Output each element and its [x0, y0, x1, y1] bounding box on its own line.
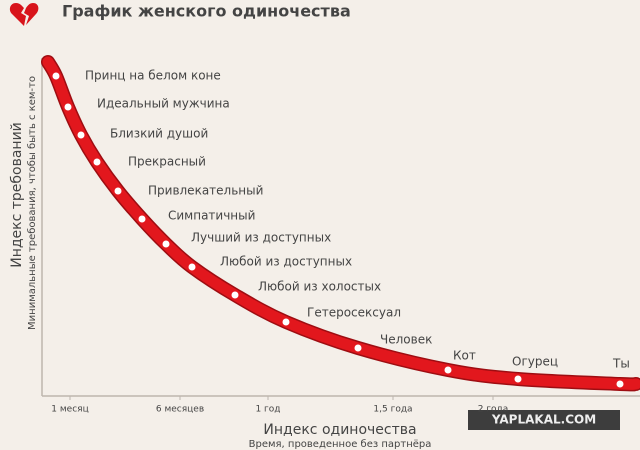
point-marker	[114, 187, 122, 195]
x-axis-title: Индекс одиночества	[263, 422, 416, 438]
point-label: Ты	[612, 357, 630, 371]
point-marker	[138, 215, 146, 223]
point-label: Человек	[380, 333, 432, 347]
point-label: Кот	[453, 349, 476, 363]
y-axis-title: Индекс требований	[9, 122, 25, 268]
point-label: Близкий душой	[110, 127, 208, 141]
point-label: Идеальный мужчина	[97, 97, 230, 111]
point-label: Симпатичный	[168, 209, 255, 223]
point-marker	[282, 318, 290, 326]
point-label: Любой из доступных	[220, 255, 352, 269]
x-tick-label: 2 года	[478, 405, 509, 415]
point-marker	[354, 344, 362, 352]
title: График женского одиночества	[62, 2, 351, 21]
point-marker	[77, 131, 85, 139]
point-label: Привлекательный	[148, 184, 263, 198]
point-label: Огурец	[512, 355, 558, 369]
point-marker	[514, 375, 522, 383]
point-marker	[52, 72, 60, 80]
point-marker	[64, 103, 72, 111]
point-marker	[188, 263, 196, 271]
x-tick-label: 1 месяц	[51, 405, 88, 415]
point-label: Прекрасный	[128, 155, 206, 169]
point-marker	[616, 380, 624, 388]
point-marker	[162, 240, 170, 248]
broken-heart-icon	[9, 3, 39, 26]
point-label: Лучший из доступных	[191, 231, 331, 245]
point-marker	[444, 366, 452, 374]
x-axis-subtitle: Время, проведенное без партнёра	[249, 439, 432, 450]
point-marker	[93, 158, 101, 166]
point-marker	[231, 291, 239, 299]
x-tick-label: 1 год	[255, 405, 280, 415]
watermark: YAPLAKAL.COM	[491, 413, 596, 427]
x-tick-label: 1,5 года	[373, 405, 412, 415]
x-tick-label: 6 месяцев	[156, 405, 204, 415]
y-axis-subtitle: Минимальные требования, чтобы быть с кем…	[27, 76, 38, 330]
point-label: Любой из холостых	[258, 280, 381, 294]
point-label: Принц на белом коне	[85, 69, 221, 83]
point-label: Гетеросексуал	[307, 306, 401, 320]
watermark-box	[468, 410, 620, 430]
